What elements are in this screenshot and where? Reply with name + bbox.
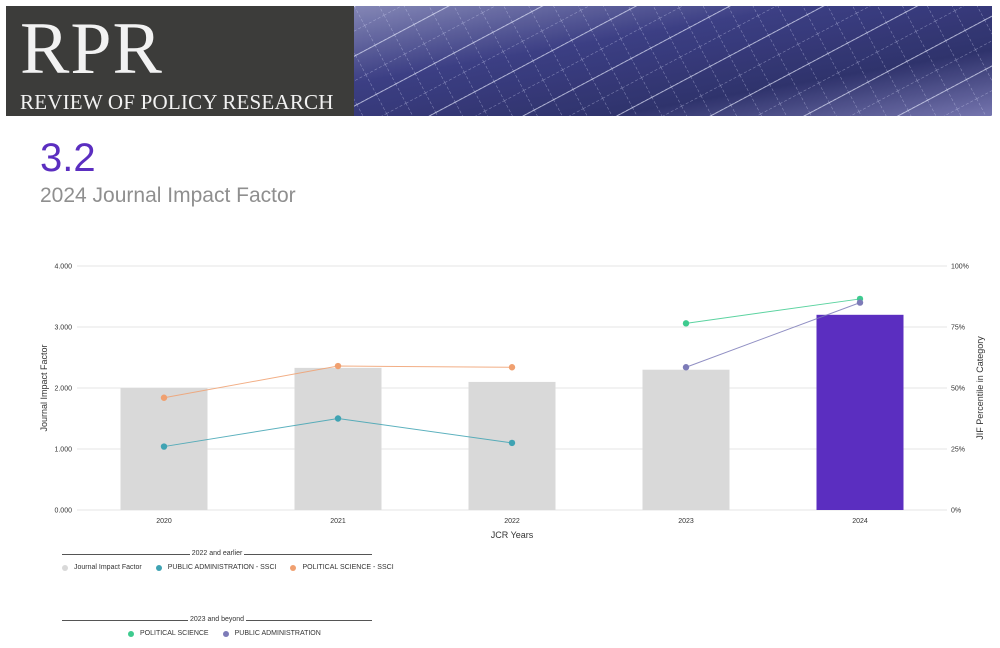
y2-tick-label: 100% — [951, 264, 969, 271]
journal-logo: RPR — [20, 8, 163, 90]
series-line — [685, 302, 861, 368]
legend-item-public-administration-ssci[interactable]: PUBLIC ADMINISTRATION - SSCI — [155, 564, 277, 571]
legend-swatch — [222, 630, 229, 637]
legend-label: PUBLIC ADMINISTRATION — [234, 630, 321, 637]
y-axis-title: Journal Impact Factor — [39, 344, 49, 431]
legend-group-title: 2023 and beyond — [187, 614, 247, 626]
impact-factor-chart: 0.000 1.000 2.000 3.000 4.000 0% 25% 50% 75% 100%… — [39, 264, 985, 541]
x-tick-label: 2023 — [678, 518, 694, 525]
x-tick-label: 2022 — [504, 518, 520, 525]
series-point — [160, 443, 168, 450]
y-tick-label: 4.000 — [54, 264, 72, 271]
series-point — [334, 415, 342, 422]
banner-logo-panel: RPR REVIEW OF POLICY RESEARCH — [6, 6, 354, 116]
x-tick-label: 2021 — [330, 518, 346, 525]
legend-group-header: 2023 and beyond — [62, 614, 372, 626]
legend-label: Journal Impact Factor — [74, 564, 142, 571]
legend-item-political-science[interactable]: POLITICAL SCIENCE — [128, 630, 209, 637]
y2-tick-label: 0% — [951, 508, 961, 515]
legend-swatch — [290, 564, 297, 571]
impact-factor-value: 3.2 — [40, 136, 96, 180]
bar — [294, 367, 382, 510]
y-tick-label: 1.000 — [54, 447, 72, 454]
journal-name: REVIEW OF POLICY RESEARCH — [20, 90, 334, 114]
y2-tick-label: 75% — [951, 325, 965, 332]
series-point — [682, 320, 690, 327]
bar — [642, 369, 730, 510]
x-tick-label: 2024 — [852, 518, 868, 525]
legend-swatch — [62, 564, 68, 571]
legend-group-title: 2022 and earlier — [189, 548, 245, 560]
series-point — [508, 364, 516, 371]
legend-label: POLITICAL SCIENCE - SSCI — [302, 564, 394, 571]
x-tick-label: 2020 — [156, 518, 172, 525]
bar — [816, 314, 904, 510]
legend-item-journal-impact-factor[interactable]: Journal Impact Factor — [62, 564, 142, 571]
series-line — [685, 298, 861, 324]
banner-image — [354, 6, 992, 116]
y-tick-label: 2.000 — [54, 386, 72, 393]
legend-group-header: 2022 and earlier — [62, 548, 372, 560]
series-point — [160, 394, 168, 401]
legend-item-political-science-ssci[interactable]: POLITICAL SCIENCE - SSCI — [290, 564, 394, 571]
series-point — [508, 439, 516, 447]
x-axis-title: JCR Years — [491, 530, 534, 540]
y-tick-label: 0.000 — [54, 508, 72, 515]
legend-group-2022-and-earlier: 2022 and earlier Journal Impact Factor P… — [62, 548, 394, 571]
y2-tick-label: 50% — [951, 386, 965, 393]
y2-axis-title: JIF Percentile in Category — [975, 336, 985, 440]
series-point — [682, 364, 690, 371]
legend-label: POLITICAL SCIENCE — [140, 630, 209, 637]
series-point — [334, 362, 342, 370]
impact-factor-label: 2024 Journal Impact Factor — [40, 184, 296, 207]
y-tick-label: 3.000 — [54, 325, 72, 332]
legend-label: PUBLIC ADMINISTRATION - SSCI — [167, 564, 277, 571]
legend-group-2023-and-beyond: 2023 and beyond POLITICAL SCIENCE PUBLIC… — [62, 614, 372, 637]
series-point — [856, 299, 864, 306]
legend-item-public-administration[interactable]: PUBLIC ADMINISTRATION — [222, 630, 321, 637]
legend-swatch — [155, 564, 162, 571]
legend-swatch — [128, 630, 134, 637]
solar-panel-image — [354, 6, 992, 116]
y2-tick-label: 25% — [951, 447, 965, 454]
journal-banner: RPR REVIEW OF POLICY RESEARCH — [6, 6, 992, 116]
